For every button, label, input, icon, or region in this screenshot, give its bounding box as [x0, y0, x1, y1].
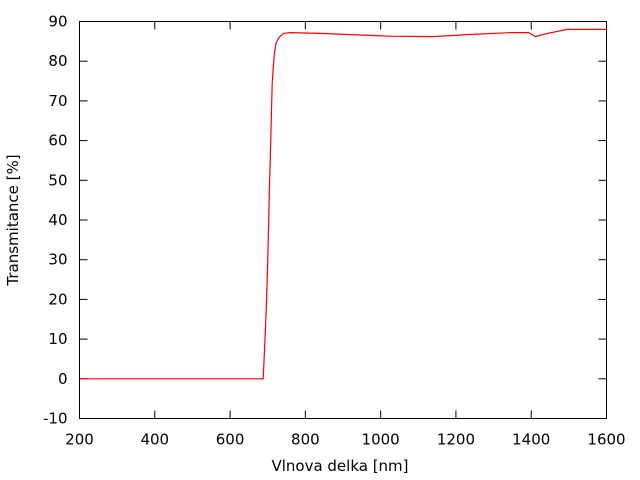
x-tick-label: 1400: [512, 431, 550, 449]
axis-ticks: [79, 21, 607, 419]
y-tick-label: 60: [48, 132, 67, 150]
x-tick-label: 400: [140, 431, 169, 449]
y-tick-label: 30: [48, 251, 67, 269]
y-tick-label: 80: [48, 52, 67, 70]
y-tick-label: 0: [58, 370, 68, 388]
plot-border: [79, 21, 607, 419]
tick-labels: 200 400 600 800 1000 1200 1400 1600 -10 0 10 20 30 40…: [43, 13, 626, 449]
y-tick-label: -10: [43, 410, 68, 428]
y-tick-label: 40: [48, 211, 67, 229]
x-tick-label: 1600: [587, 431, 625, 449]
x-tick-label: 800: [291, 431, 320, 449]
x-axis-label: Vlnova delka [nm]: [271, 457, 408, 475]
y-tick-label: 10: [48, 330, 67, 348]
y-tick-label: 70: [48, 92, 67, 110]
x-tick-label: 200: [65, 431, 94, 449]
y-tick-label: 50: [48, 171, 67, 189]
y-axis-label: Transmitance [%]: [4, 154, 22, 286]
x-tick-label: 1200: [437, 431, 475, 449]
y-tick-label: 20: [48, 290, 67, 308]
y-tick-label: 90: [48, 13, 67, 31]
x-tick-label: 1000: [362, 431, 400, 449]
series-line: [79, 28, 607, 380]
x-tick-label: 600: [216, 431, 245, 449]
